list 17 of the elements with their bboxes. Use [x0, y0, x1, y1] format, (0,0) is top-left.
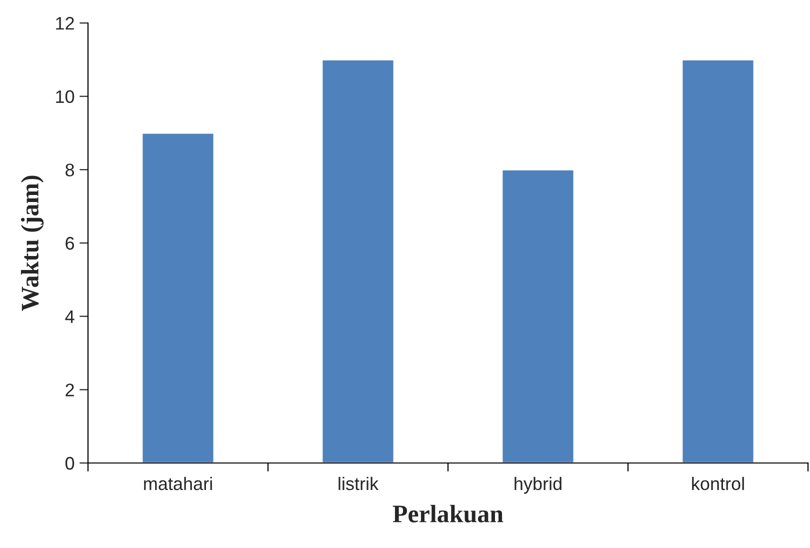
- y-tick-label: 12: [56, 16, 74, 30]
- y-tick-label: 10: [56, 90, 74, 104]
- x-axis-title: Perlakuan: [392, 504, 504, 522]
- x-tick-label: kontrol: [692, 476, 744, 490]
- y-tick-label: 4: [65, 310, 74, 323]
- x-tick-label: matahari: [144, 476, 212, 490]
- bar: [501, 168, 575, 463]
- bar: [141, 132, 215, 463]
- y-tick-label: 6: [66, 236, 74, 250]
- bar: [681, 58, 755, 463]
- x-tick-label: hybrid: [514, 476, 562, 494]
- y-tick-label: 2: [66, 384, 74, 396]
- y-tick-label: 8: [66, 164, 74, 176]
- y-axis-title: Waktu (jam): [20, 176, 44, 312]
- x-tick-label: listrik: [338, 476, 379, 490]
- y-tick-label: 0: [65, 456, 74, 470]
- bar: [321, 58, 395, 463]
